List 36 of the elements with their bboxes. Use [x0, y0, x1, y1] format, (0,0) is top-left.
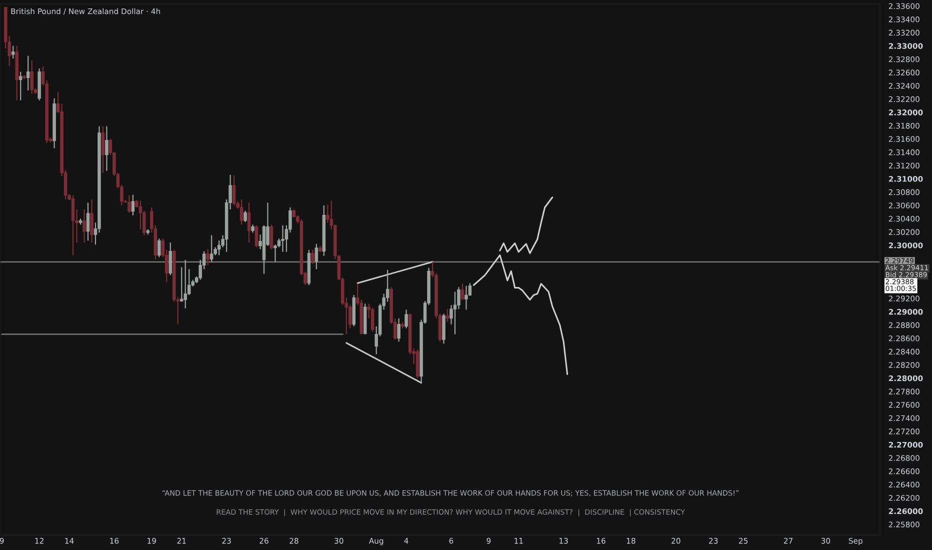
candlestick: [86, 202, 90, 242]
candlestick: [11, 45, 15, 60]
line-series: [499, 196, 554, 254]
candlestick: [158, 238, 161, 258]
candlestick: [314, 243, 318, 270]
candlestick: [453, 291, 457, 335]
candlestick: [90, 198, 94, 244]
candlestick: [105, 126, 108, 172]
candlestick: [370, 307, 374, 332]
candlestick: [206, 248, 210, 266]
candlestick: [217, 240, 221, 256]
candlestick: [464, 285, 468, 310]
candlestick: [168, 242, 172, 276]
line-series: [472, 254, 568, 375]
candlestick: [244, 210, 247, 223]
candlestick: [184, 259, 187, 309]
candlestick: [460, 283, 464, 300]
candlestick: [26, 55, 30, 91]
candlestick: [71, 194, 75, 256]
candlestick: [254, 224, 258, 248]
candlestick: [240, 198, 244, 226]
candlestick: [270, 224, 274, 250]
candlestick: [30, 60, 34, 94]
candlestick: [442, 313, 446, 344]
candlestick: [18, 71, 22, 101]
candlestick: [281, 224, 284, 252]
candlestick: [397, 318, 400, 342]
candlestick: [82, 208, 86, 244]
candlestick: [311, 249, 314, 264]
candlestick: [210, 234, 214, 262]
candlestick: [247, 202, 251, 244]
candlestick: [131, 194, 135, 216]
candlestick: [232, 174, 236, 206]
candlestick: [128, 194, 131, 214]
candlestick: [101, 126, 105, 174]
candlestick: [404, 309, 408, 329]
